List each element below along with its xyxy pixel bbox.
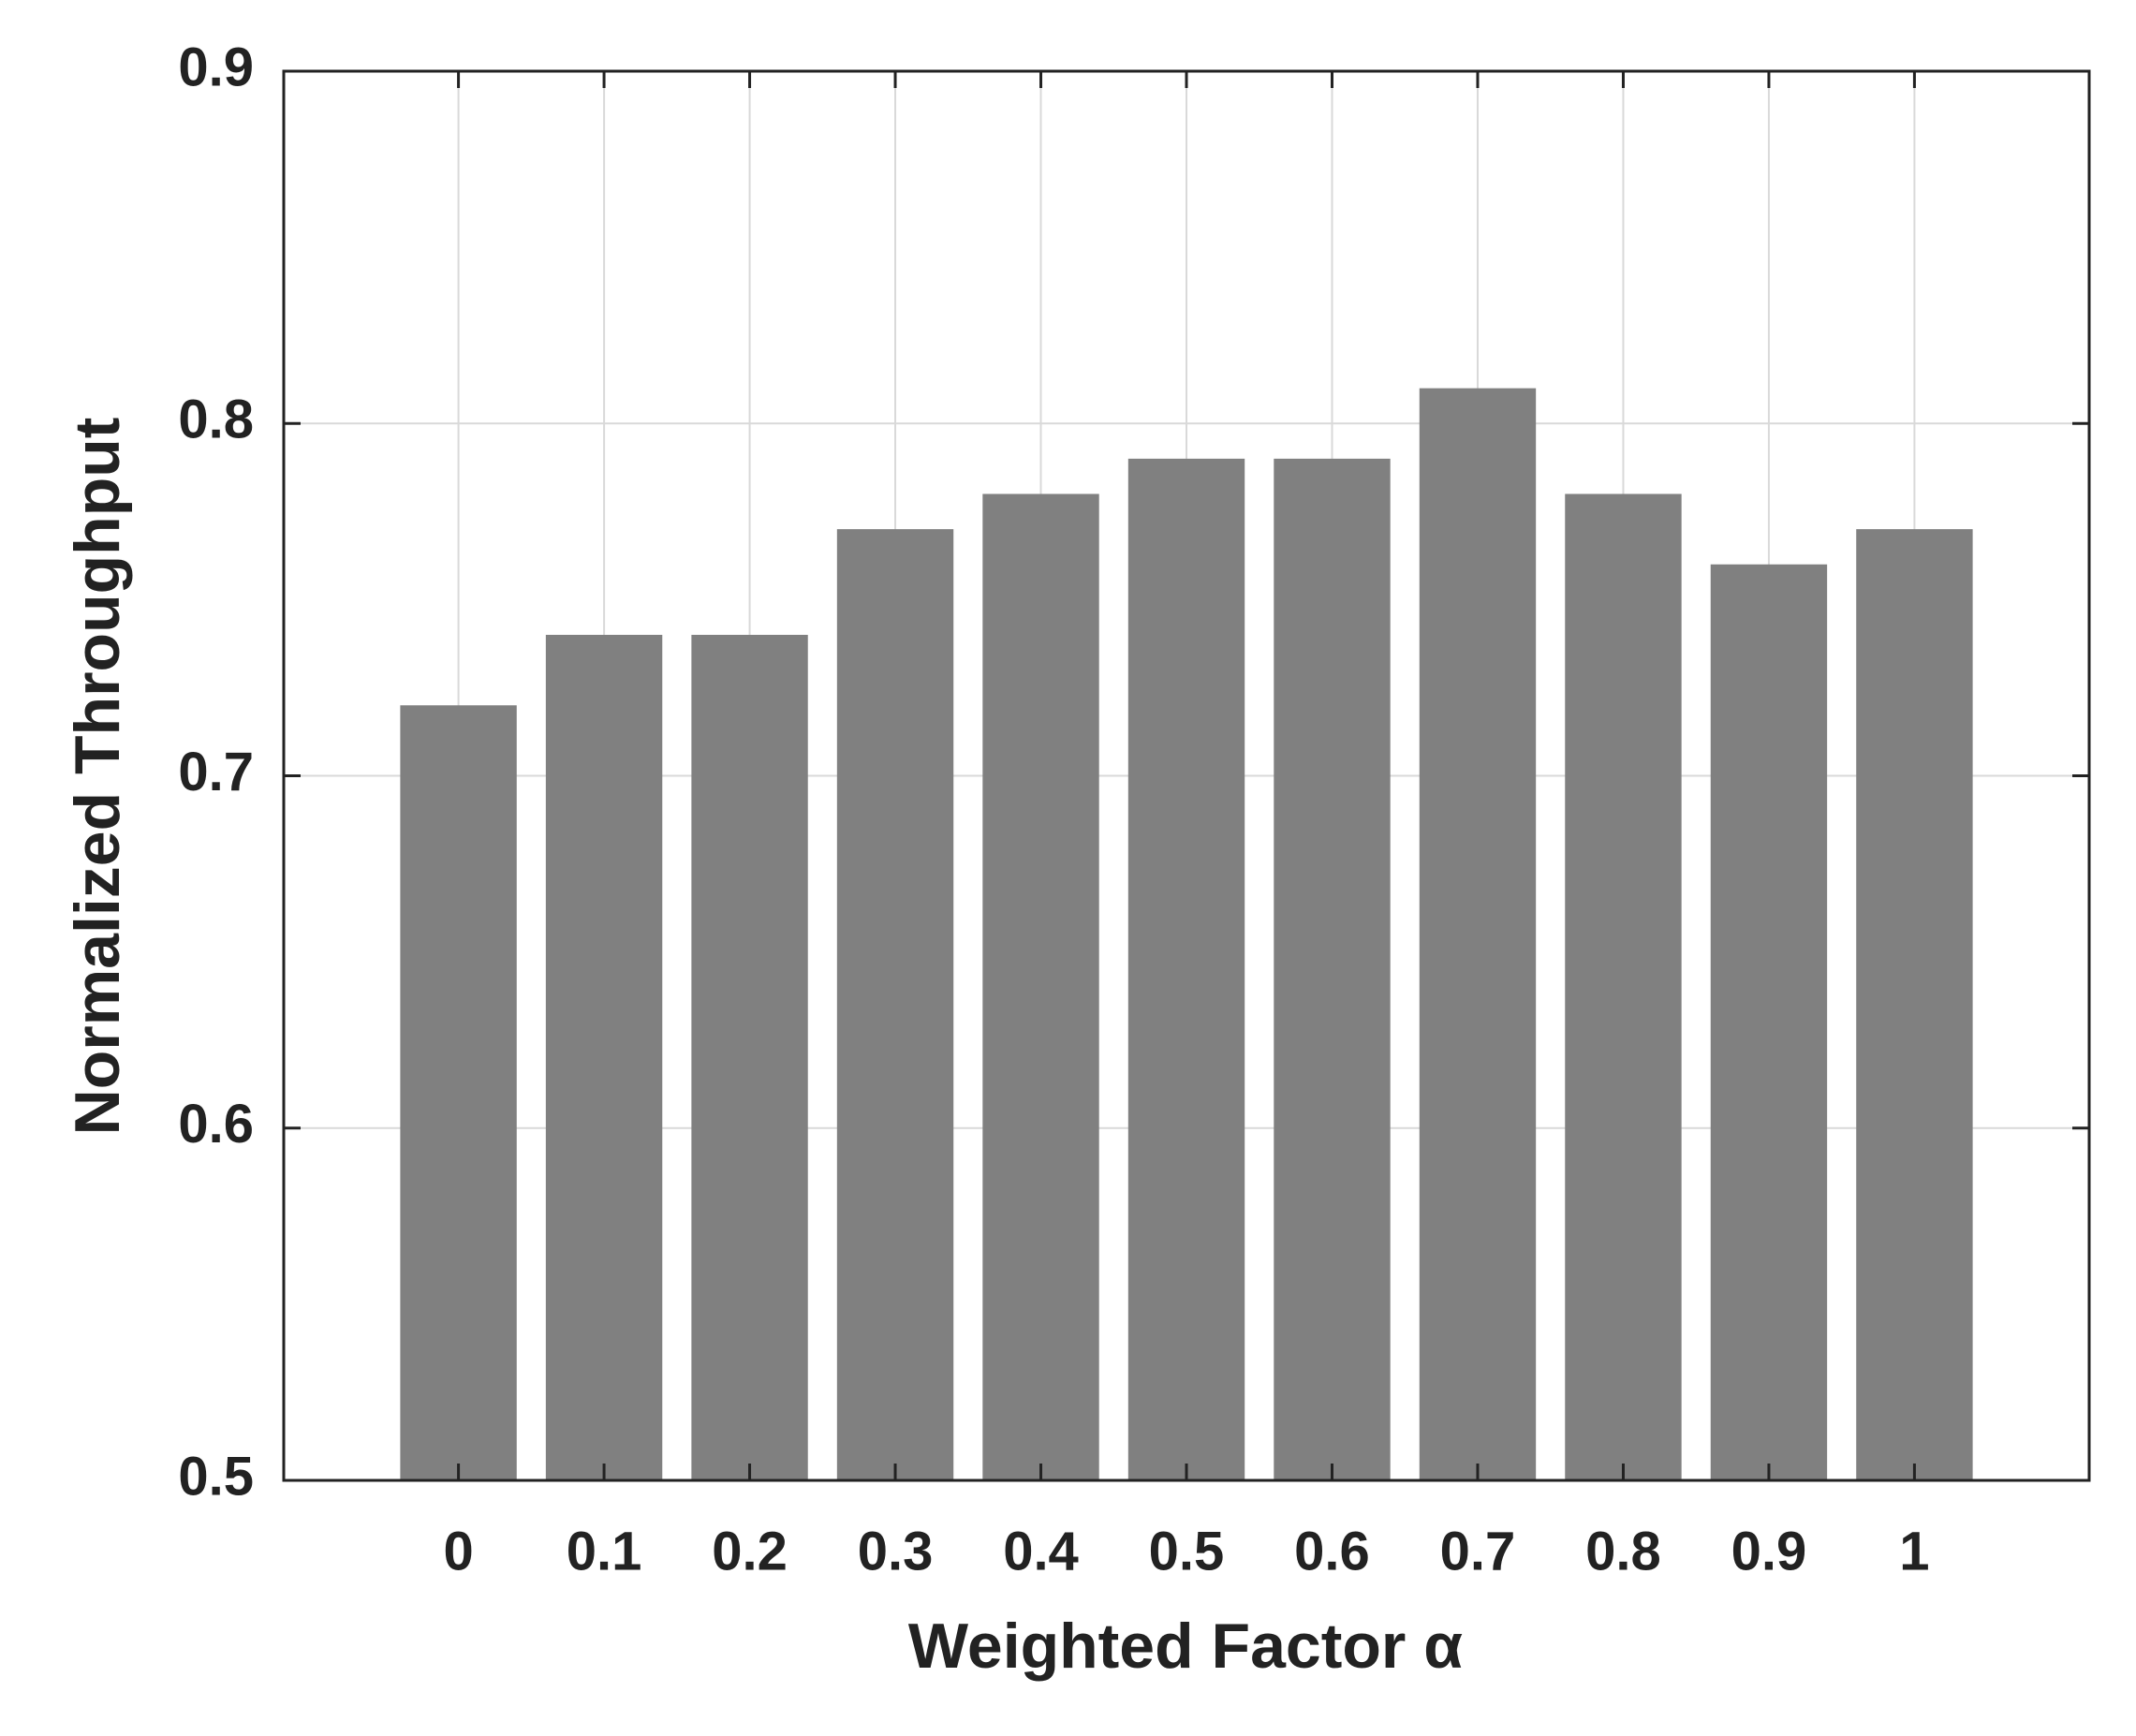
x-tick-label: 0.1 bbox=[567, 1521, 642, 1582]
bar bbox=[400, 705, 517, 1480]
x-tick-label: 0.9 bbox=[1731, 1521, 1807, 1582]
bar bbox=[1565, 493, 1682, 1480]
x-tick-label: 0.6 bbox=[1294, 1521, 1370, 1582]
x-tick-label: 0.8 bbox=[1585, 1521, 1661, 1582]
x-tick-label: 0.4 bbox=[1003, 1521, 1079, 1582]
x-tick-label: 0.3 bbox=[858, 1521, 934, 1582]
x-tick-label: 0.2 bbox=[712, 1521, 788, 1582]
y-tick-label: 0.7 bbox=[178, 742, 254, 802]
bar bbox=[1856, 529, 1973, 1480]
bar bbox=[982, 493, 1099, 1480]
bar bbox=[1710, 564, 1828, 1480]
bar bbox=[836, 529, 954, 1480]
y-tick-label: 0.6 bbox=[178, 1094, 254, 1155]
bar bbox=[545, 635, 663, 1480]
y-tick-label: 0.8 bbox=[178, 390, 254, 450]
x-tick-label: 1 bbox=[1899, 1521, 1929, 1582]
x-tick-label: 0.5 bbox=[1149, 1521, 1225, 1582]
x-tick-label: 0.7 bbox=[1440, 1521, 1516, 1582]
bar bbox=[691, 635, 808, 1480]
y-axis-label: Normalized Throughput bbox=[62, 418, 133, 1136]
y-tick-label: 0.9 bbox=[178, 37, 254, 97]
y-tick-label: 0.5 bbox=[178, 1446, 254, 1507]
bar bbox=[1419, 388, 1537, 1480]
x-axis-label: Weighted Factor α bbox=[908, 1611, 1463, 1682]
bar bbox=[1274, 458, 1391, 1480]
bar bbox=[1127, 458, 1245, 1480]
x-tick-label: 0 bbox=[443, 1521, 473, 1582]
